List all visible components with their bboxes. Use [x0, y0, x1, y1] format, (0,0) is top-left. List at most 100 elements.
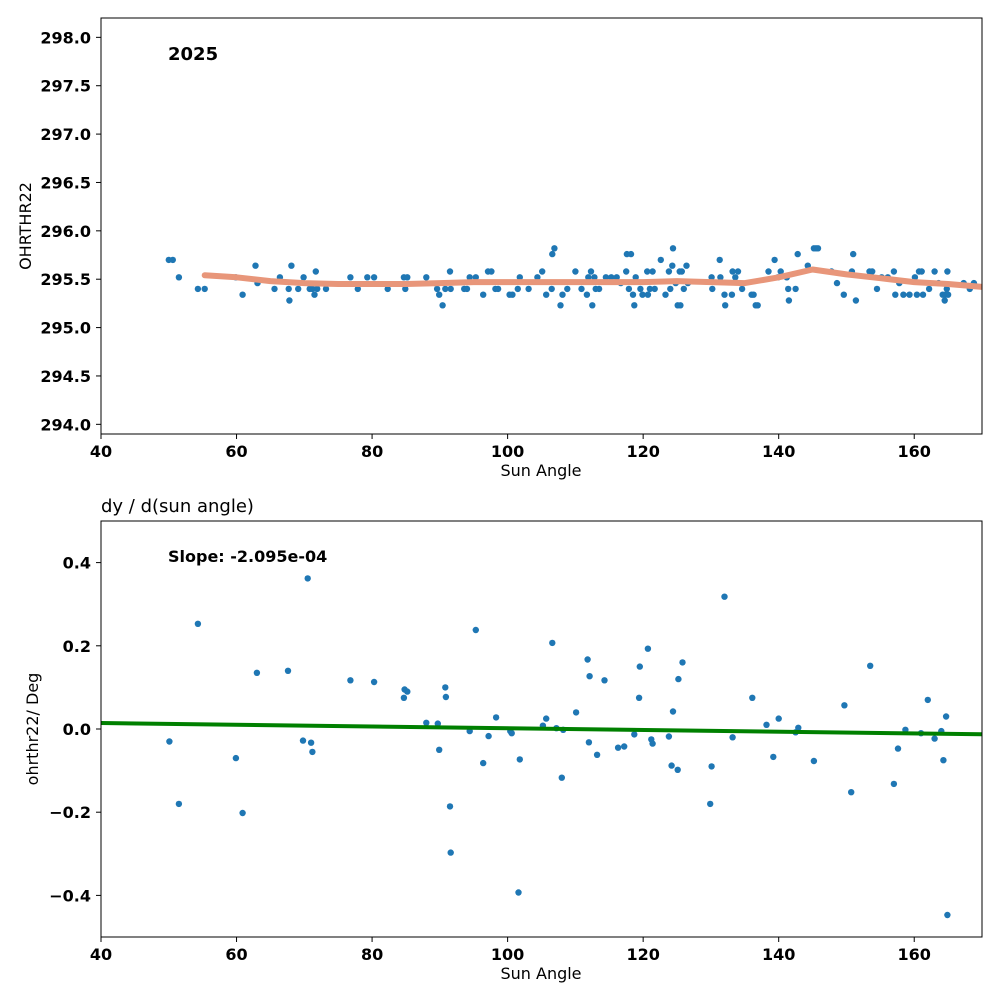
top-scatter-point — [309, 285, 316, 293]
top-scatter-point — [716, 256, 723, 264]
top-scatter-point — [608, 274, 615, 281]
top-scatter-point — [728, 291, 736, 298]
bottom-scatter-point — [944, 911, 951, 919]
top-scatter-point — [944, 291, 952, 298]
top-scatter-point — [852, 297, 860, 304]
top-scatter-point — [722, 302, 729, 309]
top-scatter-point — [771, 256, 778, 264]
top-y-tick-label: 297.5 — [40, 77, 91, 96]
top-scatter-point — [509, 291, 516, 298]
bottom-scatter-point — [347, 677, 354, 684]
bottom-scatter-point — [931, 735, 938, 742]
top-scatter-point — [639, 291, 646, 298]
bottom-y-tick-label: 0.0 — [63, 720, 91, 739]
bottom-scatter-point — [763, 721, 770, 728]
bottom-scatter-point — [253, 669, 261, 676]
bottom-scatter-point — [480, 759, 487, 767]
bottom-scatter-point — [729, 734, 736, 741]
top-x-tick-label: 80 — [361, 442, 383, 461]
top-scatter-point — [943, 285, 950, 293]
top-x-tick-label: 120 — [626, 442, 659, 461]
bottom-scatter-point — [485, 732, 492, 740]
top-scatter-point — [785, 285, 792, 293]
top-y-tick-label: 297.0 — [40, 125, 91, 144]
bottom-scatter-point — [492, 714, 500, 721]
top-scatter-point — [649, 268, 656, 275]
bottom-panel-title: dy / d(sun angle) — [101, 496, 254, 517]
top-y-tick-label: 296.5 — [40, 173, 91, 192]
bottom-axis-ticks: 40 60 80 100 120 140 160 −0.4 −0.2 0.0 0.2 0.4 — [49, 554, 931, 964]
top-scatter-point — [433, 285, 441, 293]
bottom-scatter-point — [810, 757, 818, 765]
top-scatter-point — [919, 291, 927, 298]
top-scatter-point — [364, 274, 371, 281]
bottom-scatter-point — [400, 694, 408, 701]
top-scatter-point — [918, 268, 925, 275]
top-scatter-point — [657, 256, 664, 264]
top-y-axis-label: OHRTHR22 — [16, 182, 35, 270]
top-scatter-point — [911, 274, 919, 281]
bottom-scatter-point — [423, 719, 430, 726]
top-scatter-point — [271, 285, 278, 293]
top-scatter-point — [944, 268, 951, 275]
top-scatter-point — [669, 245, 677, 252]
bottom-scatter-point — [867, 662, 874, 669]
top-y-tick-label: 295.5 — [40, 270, 91, 289]
top-scatter-point — [729, 268, 736, 275]
bottom-y-tick-label: 0.4 — [63, 554, 91, 573]
bottom-x-tick-label: 140 — [762, 945, 795, 964]
bottom-scatter-point — [924, 696, 931, 704]
bottom-x-tick-label: 40 — [90, 945, 112, 964]
top-scatter-point — [589, 302, 596, 309]
top-scatter-point — [721, 291, 728, 298]
top-scatter-point — [466, 274, 473, 281]
top-scatter-point — [602, 274, 610, 281]
top-scatter-point — [286, 297, 293, 304]
bottom-scatter-point — [601, 677, 608, 684]
top-scatter-point — [667, 285, 674, 293]
top-scatter-point — [777, 268, 784, 275]
top-scatter-point — [300, 274, 307, 281]
top-scatter-point — [494, 285, 502, 293]
bottom-scatter-point — [708, 763, 715, 770]
top-scatter-point — [629, 291, 637, 298]
top-scatter-point — [539, 268, 546, 275]
top-axis-ticks: 40 60 80 100 120 140 160 294.0 294.5 295.0 295.5 29… — [40, 28, 931, 461]
slope-annotation: Slope: -2.095e-04 — [168, 547, 327, 566]
bottom-scatter-point — [404, 688, 411, 695]
top-scatter-point — [644, 268, 651, 275]
top-scatter-point — [665, 268, 673, 275]
bottom-plot-area — [101, 575, 982, 919]
bottom-scatter-point — [675, 675, 682, 683]
bottom-scatter-point — [508, 730, 515, 737]
top-y-tick-label: 294.0 — [40, 415, 91, 434]
bottom-scatter-point — [516, 756, 523, 763]
bottom-scatter-point — [543, 715, 550, 722]
bottom-plot-frame — [100, 520, 983, 938]
top-y-tick-label: 296.0 — [40, 222, 91, 241]
top-scatter-point — [623, 268, 630, 275]
top-scatter-point — [169, 256, 176, 264]
top-scatter-point — [913, 291, 921, 298]
top-scatter-point — [708, 274, 715, 281]
top-scatter-point — [436, 291, 443, 298]
top-scatter-point — [632, 274, 639, 281]
bottom-scatter-point — [447, 849, 454, 856]
top-scatter-point — [941, 297, 948, 304]
bottom-x-tick-label: 80 — [361, 945, 383, 964]
bottom-scatter-point — [770, 753, 777, 761]
bottom-scatter-point — [621, 743, 628, 750]
top-scatter-point — [404, 274, 411, 281]
bottom-scatter-point — [636, 663, 643, 670]
bottom-scatter-point — [370, 678, 378, 686]
bottom-scatter-point — [434, 720, 441, 727]
top-scatter-point — [312, 268, 319, 275]
top-x-axis-label: Sun Angle — [500, 461, 581, 480]
bottom-scatter-point — [665, 733, 673, 740]
bottom-scatter-point — [446, 803, 454, 810]
bottom-scatter-point — [304, 575, 311, 582]
top-scatter-point — [548, 285, 555, 293]
top-scatter-point — [678, 268, 685, 275]
bottom-scatter-point — [649, 740, 656, 747]
top-scatter-point — [587, 268, 595, 275]
